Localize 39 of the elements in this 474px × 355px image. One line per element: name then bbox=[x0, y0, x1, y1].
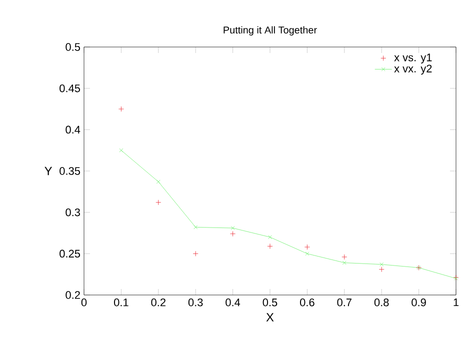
point bbox=[342, 254, 348, 260]
x-tick-label: 1 bbox=[454, 298, 459, 306]
point bbox=[304, 244, 310, 250]
point bbox=[305, 252, 310, 256]
x-tick-label: 0.5 bbox=[262, 298, 278, 306]
y-tick-label: 0.4 bbox=[66, 126, 80, 134]
x-tick-label: 0.9 bbox=[412, 298, 426, 306]
point bbox=[267, 244, 273, 249]
y-tick-label: 0.2 bbox=[66, 291, 80, 299]
point bbox=[268, 235, 272, 240]
x-tick-label: 0.1 bbox=[114, 298, 128, 306]
point bbox=[118, 106, 124, 112]
point bbox=[119, 148, 124, 152]
x-tick-label: 0.7 bbox=[337, 298, 352, 306]
x-tick-label: 0.6 bbox=[300, 298, 314, 306]
y-tick-label: 0.35 bbox=[60, 167, 80, 175]
point bbox=[156, 200, 162, 206]
y-axis-title: Y bbox=[44, 166, 52, 176]
x-tick-label: 0.4 bbox=[226, 298, 240, 306]
point bbox=[378, 266, 384, 272]
chart-title: Putting it All Together bbox=[224, 26, 317, 36]
y-tick-label: 0.5 bbox=[66, 43, 80, 51]
x-tick-label: 0.2 bbox=[151, 298, 166, 306]
point bbox=[380, 262, 384, 266]
point bbox=[342, 260, 346, 265]
x-tick-label: 0.8 bbox=[374, 298, 389, 306]
point bbox=[230, 226, 235, 230]
point bbox=[194, 225, 198, 230]
x-tick-label: 0 bbox=[81, 298, 87, 306]
legend-label: x vx. y2 bbox=[394, 64, 432, 75]
point bbox=[156, 180, 160, 184]
y-tick-label: 0.3 bbox=[66, 208, 80, 216]
legend-label: x vs. y1 bbox=[394, 54, 432, 64]
x-tick-label: 0.3 bbox=[188, 298, 203, 306]
point bbox=[192, 250, 198, 256]
y-tick-label: 0.45 bbox=[60, 84, 80, 92]
x-axis-title: X bbox=[266, 313, 274, 322]
point bbox=[230, 231, 236, 237]
y-tick-label: 0.25 bbox=[60, 250, 80, 258]
